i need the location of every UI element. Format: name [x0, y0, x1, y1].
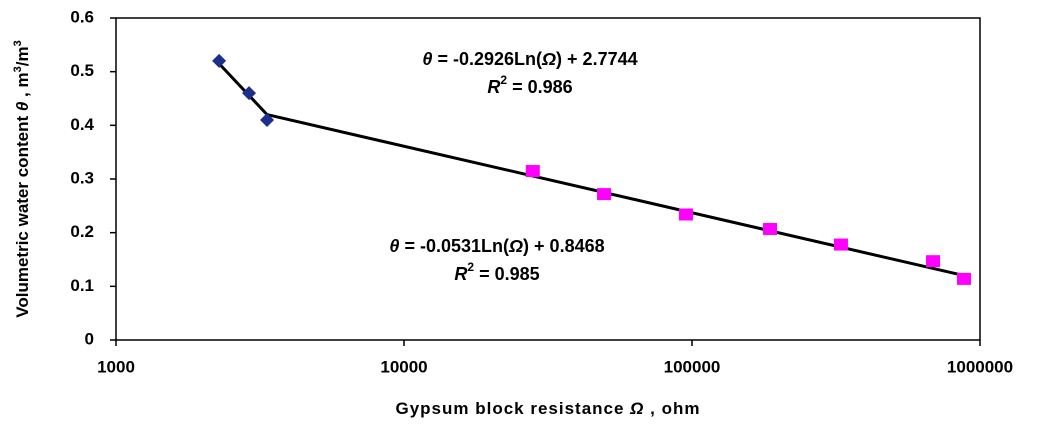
y-axis-title: Volumetric water content θ , m3/m3	[12, 40, 33, 317]
trend-line	[266, 113, 965, 278]
text-part: Ω	[629, 399, 644, 418]
y-tick-label: 0.3	[70, 168, 94, 187]
data-point	[212, 53, 227, 68]
text-part: θ	[13, 101, 32, 111]
text-part: θ	[389, 236, 399, 256]
text-part: R	[454, 264, 467, 284]
text-part: 2	[500, 73, 507, 87]
r-squared: R2 = 0.986	[487, 73, 572, 97]
data-point	[833, 238, 848, 251]
text-part: R	[487, 77, 500, 97]
text-part: θ	[422, 49, 432, 69]
equation: θ = -0.0531Ln(Ω) + 0.8468	[389, 236, 604, 256]
data-point	[525, 165, 540, 178]
text-part: Ω	[508, 236, 523, 256]
y-tick-label: 0	[85, 329, 94, 348]
x-axis-title: Gypsum block resistance Ω , ohm	[395, 399, 700, 418]
y-tick-label: 0.1	[70, 276, 94, 295]
text-part: , ohm	[644, 399, 700, 418]
y-tick-label: 0.6	[70, 7, 94, 26]
data-point	[763, 222, 778, 235]
x-tick-label: 100000	[664, 357, 721, 376]
equation: θ = -0.2926Ln(Ω) + 2.7744	[422, 49, 637, 69]
text-part: ) + 2.7744	[556, 49, 638, 69]
x-tick-label: 10000	[380, 357, 427, 376]
text-part: 2	[467, 260, 474, 274]
y-tick-label: 0.4	[70, 115, 94, 134]
text-part: = -0.2926Ln(	[432, 49, 542, 69]
data-point	[597, 188, 612, 201]
x-tick-label: 1000	[97, 357, 135, 376]
text-part: 3	[12, 66, 24, 72]
text-part: /m	[13, 46, 32, 66]
data-point	[678, 208, 693, 221]
text-part: Volumetric water content	[13, 111, 32, 318]
y-tick-label: 0.2	[70, 222, 94, 241]
text-part: = 0.986	[507, 77, 573, 97]
text-part: Ω	[541, 49, 556, 69]
y-tick-label: 0.5	[70, 61, 94, 80]
text-part: = 0.985	[474, 264, 540, 284]
text-part: Gypsum block resistance	[395, 399, 630, 418]
r-squared: R2 = 0.985	[454, 260, 539, 284]
data-point	[957, 272, 972, 285]
text-part: , m	[13, 72, 32, 101]
text-part: = -0.0531Ln(	[399, 236, 509, 256]
data-point	[242, 86, 257, 101]
data-point	[260, 112, 275, 127]
data-point	[926, 255, 941, 268]
text-part: 3	[12, 40, 24, 46]
text-part: ) + 0.8468	[523, 236, 605, 256]
x-tick-label: 1000000	[947, 357, 1013, 376]
trend-line	[217, 62, 269, 116]
